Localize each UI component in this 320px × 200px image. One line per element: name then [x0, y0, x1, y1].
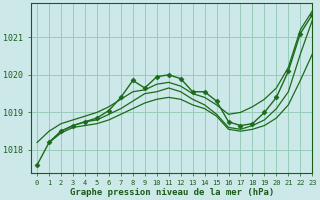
X-axis label: Graphe pression niveau de la mer (hPa): Graphe pression niveau de la mer (hPa): [69, 188, 274, 197]
